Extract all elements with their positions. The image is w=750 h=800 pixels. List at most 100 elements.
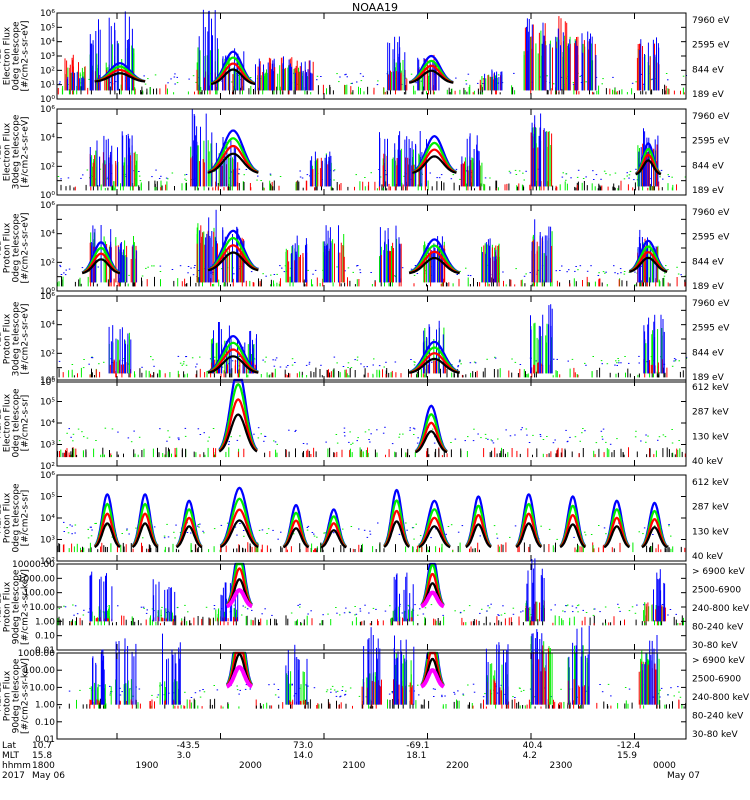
hump-green [207, 236, 259, 271]
legend-entry: 80-240 keV [692, 623, 744, 633]
y-axis-label: MEPEDProton Flux90deg telescope[#/cm2-s-… [0, 569, 31, 645]
chart-title: NOAA19 [352, 1, 398, 14]
x-row-value: 14.0 [293, 751, 313, 761]
hump-black [94, 522, 121, 549]
hump-magenta [226, 665, 253, 689]
legend-entry: 7960 eV [692, 299, 730, 309]
y-tick-label: 10⁴ [40, 514, 55, 524]
y-axis-label-line: Electron Flux [3, 122, 13, 181]
y-tick-label: 10³ [40, 536, 55, 546]
y-axis-label-line: 0deg telescope [12, 21, 22, 91]
legend-entry: 844 eV [692, 65, 725, 75]
hump-black [603, 525, 630, 549]
y-axis-label-line: 0deg telescope [12, 213, 22, 283]
y-axis-label-line: 30deg telescope [12, 114, 22, 189]
plot-area [57, 108, 687, 191]
y-axis-label-line: 90deg telescope [12, 658, 22, 733]
y-tick-label: 10² [40, 557, 55, 567]
y-tick-label: 10.00 [29, 603, 55, 613]
hump-black [210, 68, 256, 86]
legend-entry: 844 eV [692, 348, 725, 358]
legend-entry: 80-240 keV [692, 712, 744, 722]
legend-entry: 189 eV [692, 186, 725, 196]
panel-2: 10⁰ 10² 10⁴ 10⁶ TEDElectron Flux30deg telesc… [0, 105, 730, 201]
panel-1: 10⁰ 10¹ 10² 10³ 10⁴ 10⁵ 10⁶ TEDElectron Flux0de… [0, 9, 730, 105]
x-row-value: 18.1 [406, 751, 426, 761]
y-tick-label: 10² [40, 66, 55, 76]
hump-black [383, 520, 410, 548]
y-axis-label-line: Proton Flux [3, 222, 13, 273]
y-axis-label-line: Electron Flux [3, 26, 13, 85]
hump-red [207, 348, 259, 374]
y-axis-label-line: Proton Flux [3, 313, 13, 364]
legend-entry: 844 eV [692, 161, 725, 171]
y-tick-label: 100.00 [24, 589, 56, 599]
panel-6: 10² 10³ 10⁴ 10⁵ 10⁶ MEPEDProton Flux0deg tele… [0, 471, 729, 567]
y-axis-label-line: MEPED [0, 502, 4, 534]
hump-black [81, 258, 121, 275]
plot-frame [56, 295, 687, 383]
y-axis-label-line: [#/cm2-s-sr-eV] [21, 21, 31, 92]
hump-black [220, 519, 259, 549]
hump-red [418, 516, 451, 548]
y-axis-label-line: [#/cm2-s-sr-keV] [21, 658, 31, 734]
legend-entry: 240-800 keV [692, 604, 750, 614]
legend-entry: > 6900 keV [692, 656, 746, 666]
y-axis-label: MEPEDProton Flux0deg telescope[#/cm2-s-s… [0, 483, 31, 553]
y-tick-label: 10⁶ [40, 105, 55, 115]
y-axis-label-line: [#/cm2-s-sr-eV] [21, 213, 31, 284]
hump-black [218, 413, 258, 453]
y-tick-label: 0.01 [35, 735, 55, 745]
x-row-value: 2000 [239, 761, 262, 771]
x-row-value: 2300 [550, 761, 573, 771]
plot-area [56, 558, 684, 626]
hump-red [210, 62, 256, 85]
y-axis-label-line: [#/cm2-s-sr] [21, 490, 31, 547]
hump-red [218, 398, 258, 452]
hump-black [320, 529, 347, 549]
x-row-value: 15.8 [32, 751, 52, 761]
y-tick-label: 0.10 [35, 632, 55, 642]
y-axis-label-line: TED [0, 330, 4, 349]
x-row-label: MLT [2, 751, 20, 761]
hump-black [94, 72, 146, 83]
panel-3: 10⁰ 10² 10⁴ 10⁶ TEDProton Flux0deg telescope… [0, 201, 730, 297]
y-tick-label: 10¹ [40, 81, 55, 91]
hump-green [207, 137, 259, 174]
plot-frame [56, 652, 687, 740]
legend-entry: 287 keV [692, 503, 729, 513]
plot-frame [56, 379, 687, 467]
x-row-value: 73.0 [293, 741, 313, 751]
x-row-value: 10.7 [32, 741, 52, 751]
legend-entry: 130 keV [692, 432, 729, 442]
y-axis-label-line: MEPED [0, 591, 4, 623]
y-tick-label: 10.00 [29, 683, 55, 693]
plot-frame [56, 108, 687, 196]
x-row-value: -69.1 [406, 741, 429, 751]
panel-8: 0.010.101.0010.00100.001000.00MEPEDProto… [0, 625, 750, 745]
x-row-value: -43.5 [177, 741, 200, 751]
x-row-label: hhmm [2, 761, 31, 771]
legend-entry: 189 eV [692, 373, 725, 383]
hump-black [465, 523, 492, 549]
y-axis-label-line: TED [0, 143, 4, 162]
y-axis-label: TEDProton Flux0deg telescope[#/cm2-s-sr-… [0, 213, 31, 284]
y-axis-label-line: MEPED [0, 407, 4, 439]
panel-7: 0.010.101.0010.00100.001000.0010000.00ME… [0, 558, 750, 656]
y-tick-label: 10⁶ [40, 376, 55, 386]
hump-magenta [420, 590, 445, 609]
legend-entry: 7960 eV [692, 208, 730, 218]
x-row-value: 3.0 [177, 751, 192, 761]
x-axis-annotation: Lat 10.7 -43.5 73.0 -69.1 40.4 -12.4 MLT 15.8 3.0… [2, 741, 700, 781]
hump-black [207, 251, 259, 272]
y-tick-label: 10000.00 [12, 560, 55, 570]
y-tick-label: 1000.00 [18, 649, 55, 659]
legend-entry: 287 keV [692, 408, 729, 418]
y-tick-label: 10⁴ [40, 230, 55, 240]
legend-entry: 2595 eV [692, 233, 730, 243]
y-axis-label-line: 90deg telescope [12, 569, 22, 644]
x-row-value: May 07 [667, 771, 700, 781]
y-axis-label-line: [#/cm2-s-sr-eV] [21, 117, 31, 188]
hump-black [207, 355, 259, 374]
y-axis-label-line: Proton Flux [3, 670, 13, 721]
